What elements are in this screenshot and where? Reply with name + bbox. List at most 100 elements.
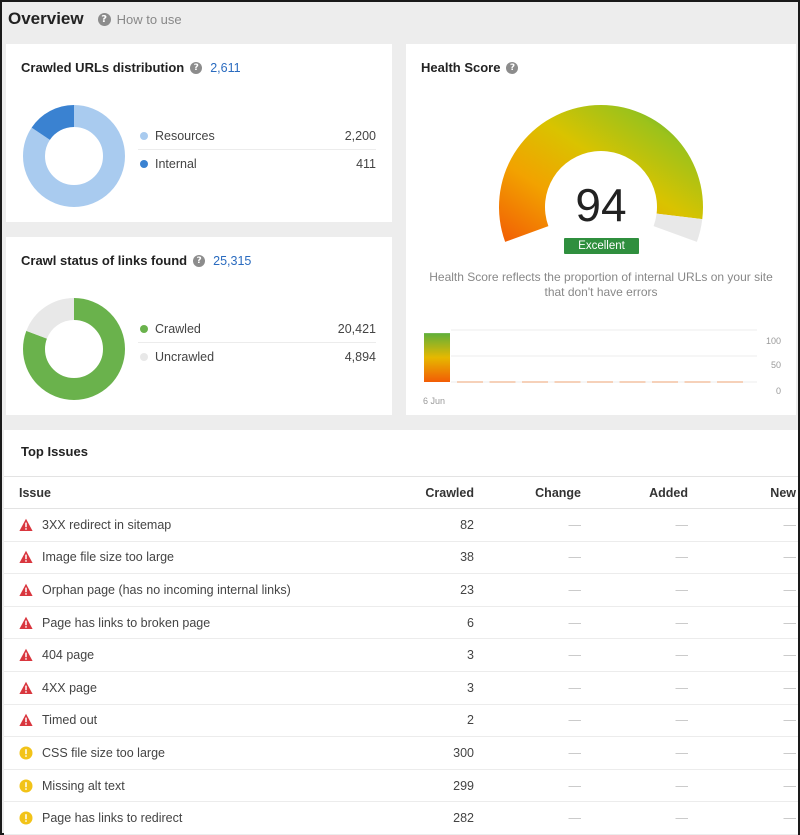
table-row[interactable]: Orphan page (has no incoming internal li… (4, 573, 798, 607)
issue-cell[interactable]: Timed out (4, 704, 304, 738)
issue-cell[interactable]: CSS file size too large (4, 736, 304, 770)
crawled-cell[interactable]: 82 (304, 508, 474, 542)
legend-dot-icon (140, 132, 148, 140)
column-header-change[interactable]: Change (474, 476, 581, 509)
added-cell: — (581, 801, 688, 835)
table-row[interactable]: Timed out 2— — — (4, 704, 798, 738)
health-history-chart: 100 50 0 6 Jun (421, 326, 781, 406)
change-cell: — (474, 638, 581, 672)
issue-name[interactable]: CSS file size too large (42, 745, 165, 760)
health-score-description: Health Score reflects the proportion of … (429, 270, 773, 299)
change-cell: — (474, 508, 581, 542)
donut-segment-internal[interactable] (23, 105, 125, 207)
legend-item-uncrawled[interactable]: Uncrawled 4,894 (138, 343, 376, 370)
legend-item-crawled[interactable]: Crawled 20,421 (138, 316, 376, 343)
issue-name[interactable]: Missing alt text (42, 778, 125, 793)
x-date-label: 6 Jun (423, 396, 446, 406)
change-cell: — (474, 573, 581, 607)
issue-cell[interactable]: Page has links to broken page (4, 606, 304, 640)
added-cell: — (581, 671, 688, 705)
column-header-issue[interactable]: Issue (4, 476, 304, 509)
crawled-cell[interactable]: 299 (304, 769, 474, 803)
crawled-cell[interactable]: 38 (304, 541, 474, 575)
change-cell: — (474, 606, 581, 640)
table-row[interactable]: 404 page 3— — — (4, 638, 798, 672)
crawled-cell[interactable]: 2 (304, 704, 474, 738)
crawled-cell[interactable]: 282 (304, 801, 474, 835)
issue-name[interactable]: Page has links to redirect (42, 811, 183, 826)
table-row[interactable]: Page has links to broken page 6— — — (4, 606, 798, 640)
legend-dot-icon (140, 159, 148, 168)
error-triangle-icon (19, 616, 33, 629)
table-header-row: Issue Crawled Change Added New (4, 476, 798, 509)
issue-name[interactable]: 4XX page (42, 680, 97, 695)
table-row[interactable]: Missing alt text 299— — — (4, 769, 798, 803)
issue-name[interactable]: Page has links to broken page (42, 615, 211, 630)
issue-name[interactable]: Orphan page (has no incoming internal li… (42, 582, 291, 597)
table-row[interactable]: 4XX page 3— — — (4, 671, 798, 705)
column-header-new[interactable]: New (688, 476, 798, 509)
table-row[interactable]: CSS file size too large 300— — — (4, 736, 798, 770)
column-header-added[interactable]: Added (581, 476, 688, 509)
health-score-card: Health Score ? 94 Excellent Health Score… (406, 44, 796, 415)
crawled-urls-count[interactable]: 2,611 (210, 60, 241, 75)
warning-circle-icon (19, 811, 33, 825)
legend-item-internal[interactable]: Internal 411 (138, 150, 376, 177)
new-cell: — (688, 606, 798, 640)
top-issues-title: Top Issues (21, 444, 88, 459)
top-issues-body: 3XX redirect in sitemap 82— — — Image file s… (4, 508, 798, 835)
health-score-badge: Excellent (564, 238, 639, 254)
crawled-urls-donut[interactable] (22, 104, 126, 208)
health-history-bar[interactable] (424, 333, 450, 382)
legend-label: Internal (155, 156, 197, 171)
issue-cell[interactable]: Page has links to redirect (4, 801, 304, 835)
error-triangle-icon (19, 714, 33, 727)
issue-name[interactable]: 404 page (42, 648, 95, 663)
legend-dot-icon (140, 352, 148, 361)
crawled-cell[interactable]: 3 (304, 671, 474, 705)
page-header: Overview ? How to use (8, 6, 182, 32)
added-cell: — (581, 736, 688, 770)
top-issues-card: Top Issues Issue Crawled Change Added Ne… (4, 430, 798, 835)
new-cell: — (688, 671, 798, 705)
donut-segment-uncrawled[interactable] (23, 298, 125, 400)
top-issues-table: Issue Crawled Change Added New 3XX redir… (4, 476, 798, 835)
crawl-status-donut[interactable] (22, 297, 126, 401)
health-score-value: 94 (575, 179, 627, 231)
issue-cell[interactable]: 3XX redirect in sitemap (4, 508, 304, 542)
issue-cell[interactable]: 404 page (4, 638, 304, 672)
crawled-urls-legend: Resources 2,200 Internal 411 (138, 123, 376, 177)
table-row[interactable]: 3XX redirect in sitemap 82— — — (4, 508, 798, 542)
new-cell: — (688, 508, 798, 542)
y-tick-label: 50 (770, 360, 781, 370)
crawl-status-count[interactable]: 25,315 (213, 253, 252, 268)
gauge-filled-arc (499, 105, 703, 242)
crawled-urls-title: Crawled URLs distribution (21, 60, 185, 75)
how-to-use-link[interactable]: ? How to use (97, 11, 182, 27)
issue-cell[interactable]: Image file size too large (4, 541, 304, 575)
legend-value: 2,200 (344, 129, 376, 143)
legend-item-resources[interactable]: Resources 2,200 (138, 123, 376, 150)
table-row[interactable]: Page has links to redirect 282— — — (4, 801, 798, 835)
new-cell: — (688, 541, 798, 575)
health-history-plot (424, 329, 757, 383)
column-header-crawled[interactable]: Crawled (304, 476, 474, 509)
issue-cell[interactable]: Orphan page (has no incoming internal li… (4, 573, 304, 607)
issue-cell[interactable]: Missing alt text (4, 769, 304, 803)
how-to-use-label: How to use (116, 11, 182, 27)
crawled-cell[interactable]: 23 (304, 573, 474, 607)
issue-name[interactable]: Timed out (42, 713, 98, 728)
help-icon[interactable]: ? (190, 61, 203, 74)
crawled-cell[interactable]: 3 (304, 638, 474, 672)
crawled-cell[interactable]: 6 (304, 606, 474, 640)
warning-circle-icon (19, 746, 33, 760)
crawled-cell[interactable]: 300 (304, 736, 474, 770)
issue-name[interactable]: Image file size too large (42, 550, 175, 565)
legend-dot-icon (140, 325, 148, 333)
issue-cell[interactable]: 4XX page (4, 671, 304, 705)
table-row[interactable]: Image file size too large 38— — — (4, 541, 798, 575)
help-icon[interactable]: ? (193, 254, 206, 267)
help-icon[interactable]: ? (506, 61, 519, 74)
issue-name[interactable]: 3XX redirect in sitemap (42, 517, 172, 532)
